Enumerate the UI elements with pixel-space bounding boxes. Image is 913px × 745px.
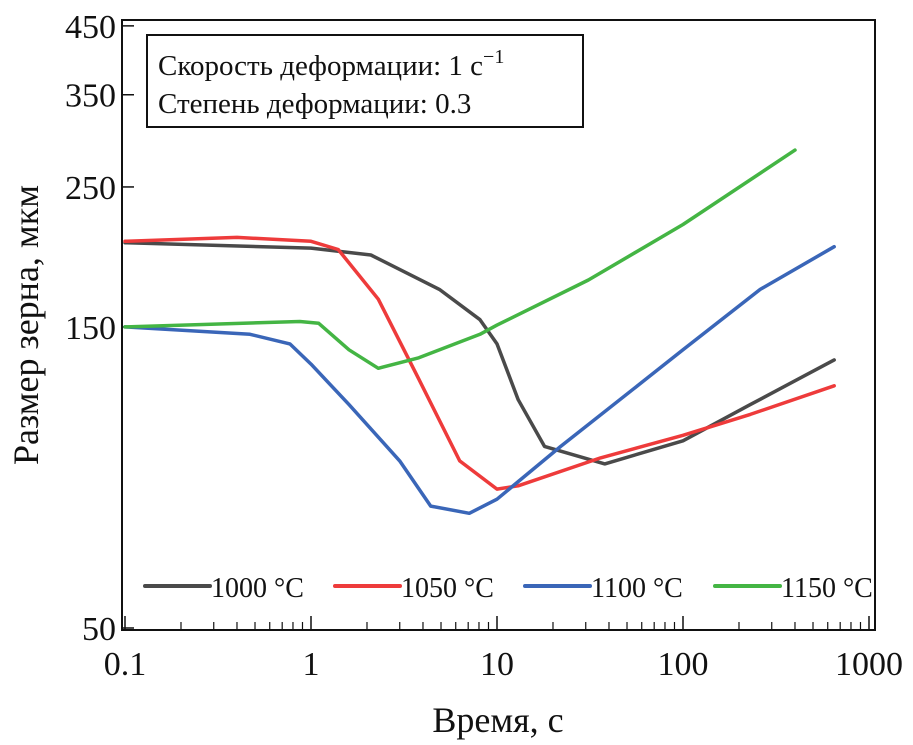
series-line-1100 — [123, 244, 836, 516]
legend-label: 1150 °C — [781, 573, 873, 604]
annotation-strain-degree: Степень деформации: 0.3 — [158, 88, 471, 120]
plot-frame — [121, 19, 876, 631]
series-line-1150 — [123, 148, 797, 371]
annotation-box — [146, 34, 584, 128]
x-axis-label: Время, с — [432, 700, 563, 740]
series-line-1000 — [123, 240, 836, 466]
annotation-strain-rate: Скорость деформации: 1 с−1 — [158, 46, 504, 82]
legend-label: 1050 °C — [401, 573, 494, 604]
y-tick-label: 450 — [65, 9, 116, 46]
y-tick-label: 250 — [65, 170, 116, 207]
x-tick-label: 1000 — [835, 646, 903, 683]
x-tick-label: 10 — [480, 646, 514, 683]
superscript: −1 — [483, 46, 504, 68]
legend-label: 1000 °C — [211, 573, 304, 604]
legend-label: 1100 °C — [591, 573, 683, 604]
y-axis-label: Размер зерна, мкм — [6, 185, 46, 465]
series-line-1050 — [123, 235, 836, 491]
y-tick-label: 350 — [65, 78, 116, 115]
y-tick-label: 50 — [82, 611, 116, 648]
y-tick-label: 150 — [65, 310, 116, 347]
x-tick-label: 1 — [303, 646, 320, 683]
x-tick-label: 0.1 — [104, 646, 147, 683]
x-tick-label: 100 — [658, 646, 709, 683]
